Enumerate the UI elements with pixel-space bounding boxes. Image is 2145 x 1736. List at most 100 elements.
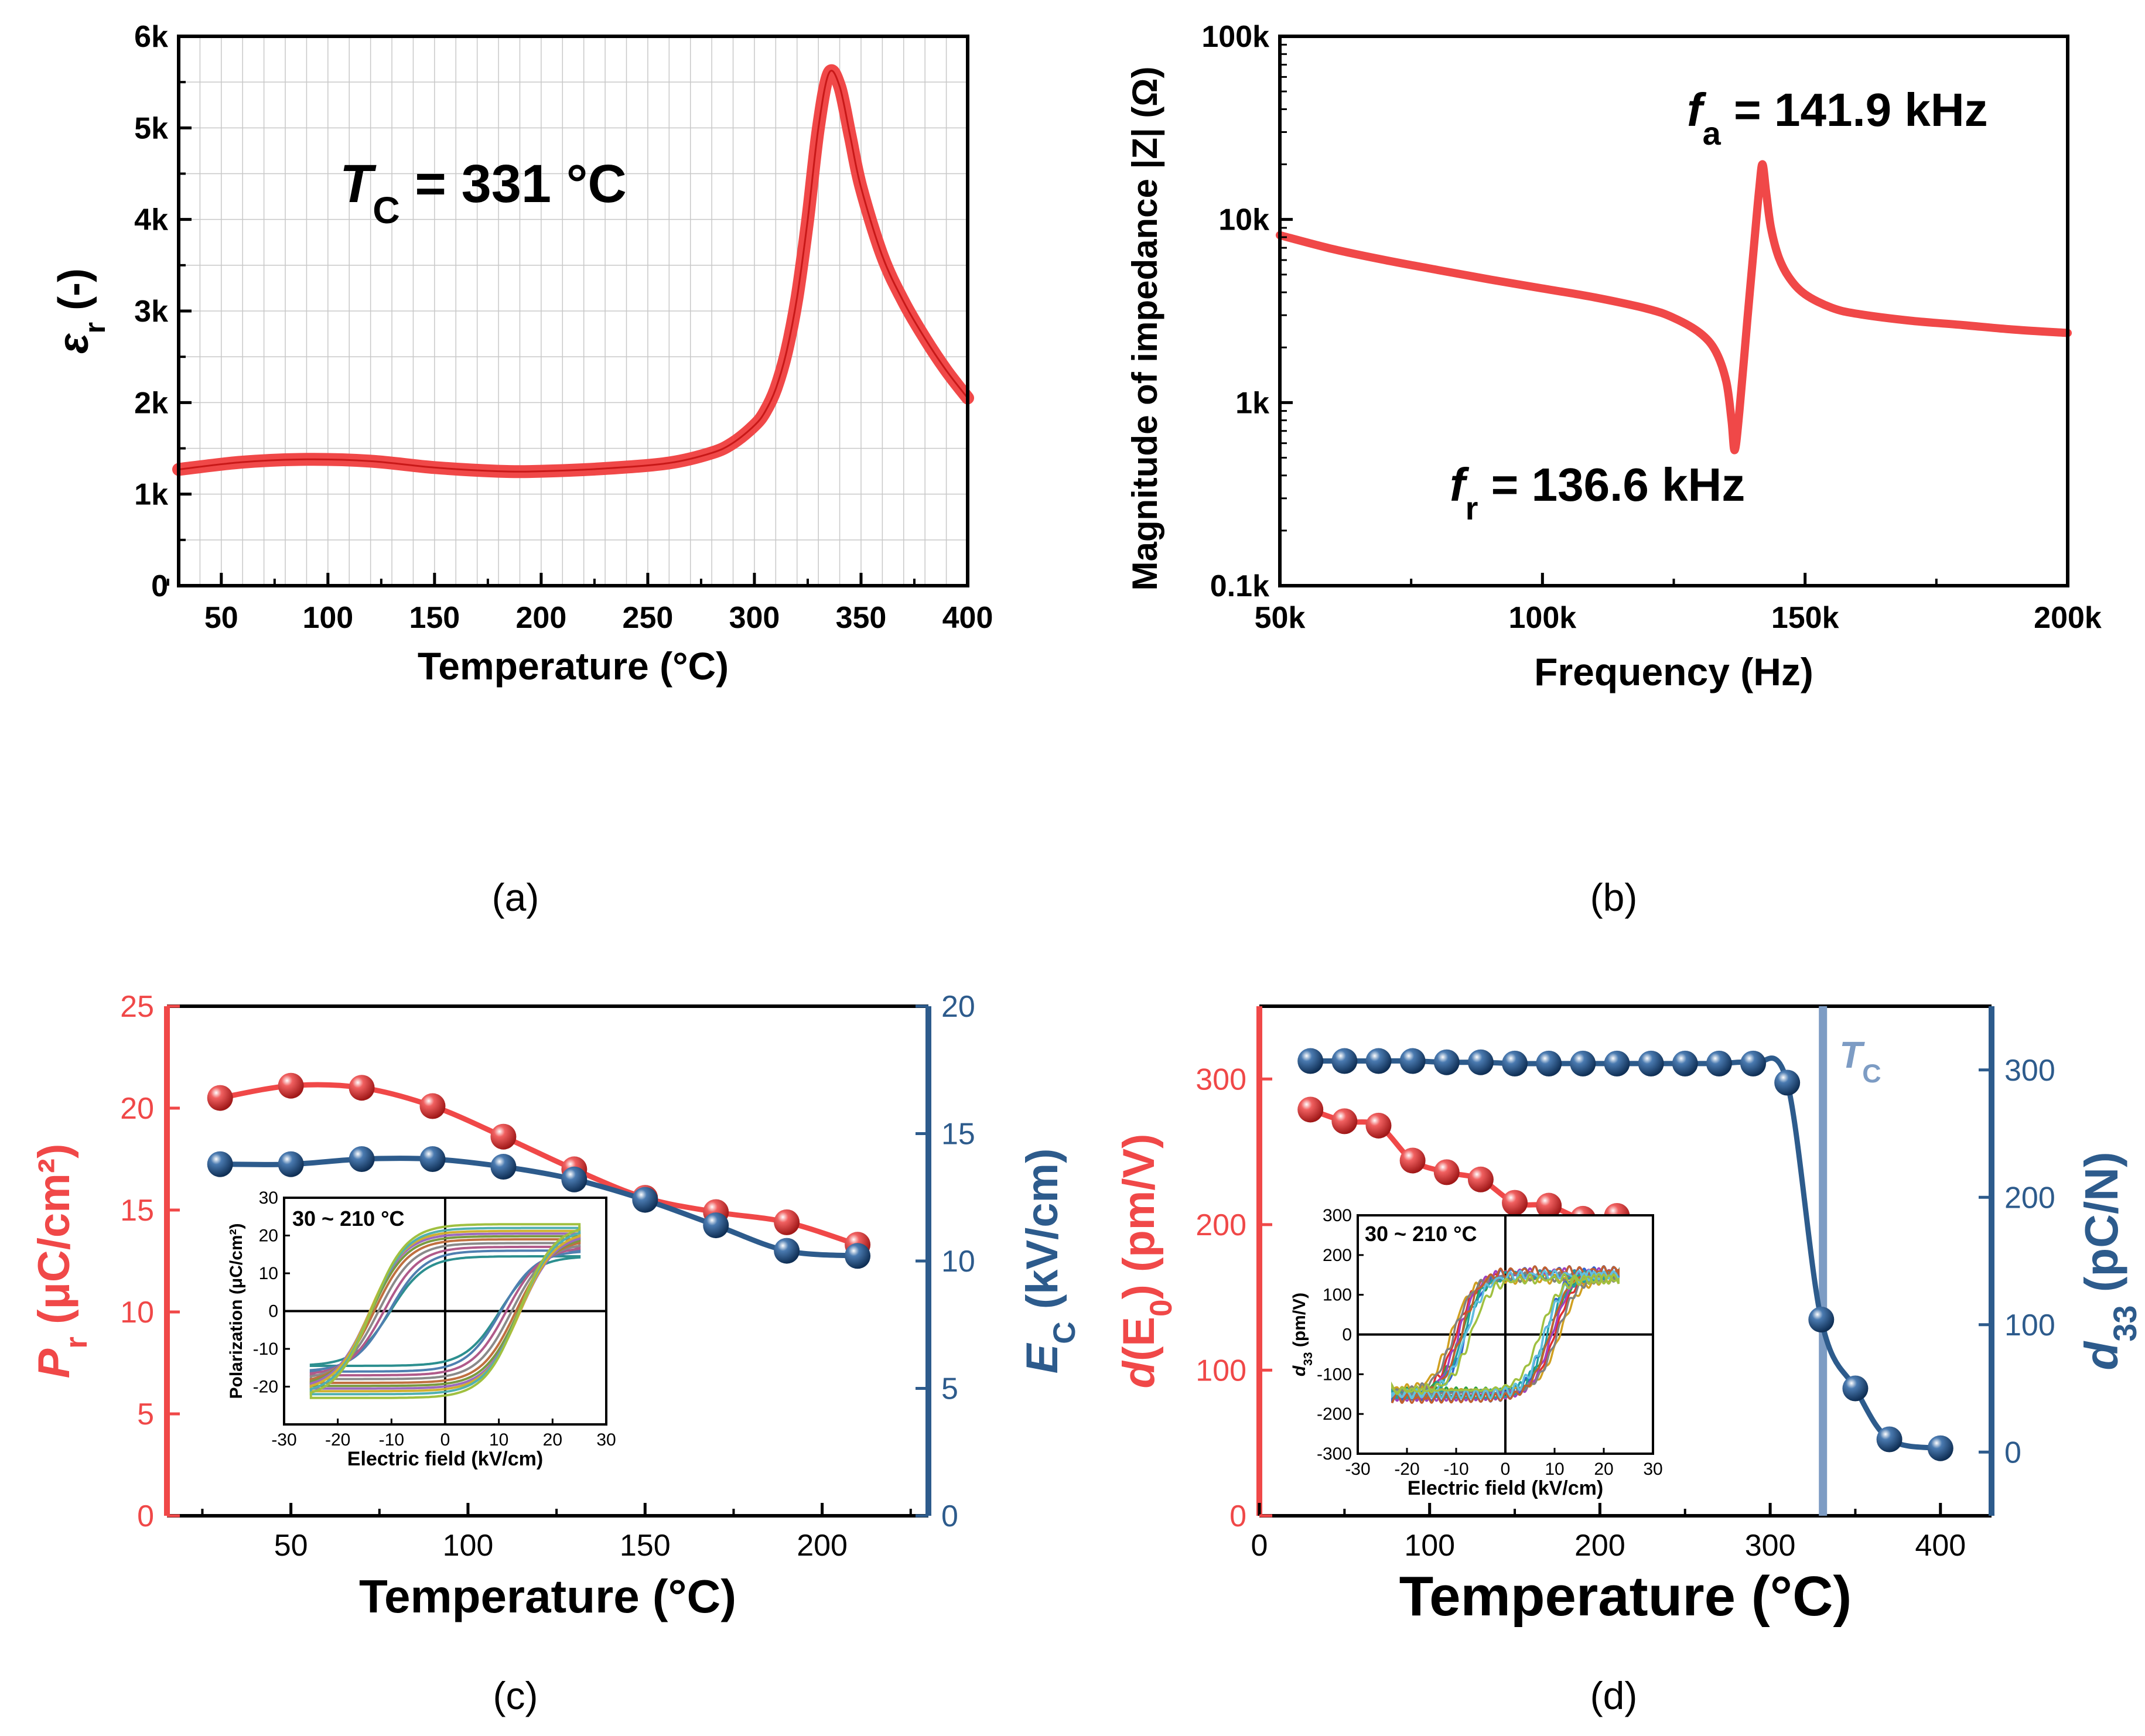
inset-x-tick-label-c: -10 xyxy=(379,1430,404,1450)
d33-point-d xyxy=(1399,1048,1426,1074)
d33-point-d xyxy=(1808,1307,1835,1333)
inset-y-tick-label-d: 200 xyxy=(1323,1246,1352,1265)
d33-point-d xyxy=(1536,1050,1562,1077)
tc-vline-label-d: TC xyxy=(1839,1034,1881,1088)
caption-d: (d) xyxy=(1590,1674,1638,1717)
d33-point-d xyxy=(1876,1426,1903,1453)
y-right-tick-label-c: 10 xyxy=(941,1245,975,1279)
y-tick-label-b: 10k xyxy=(1218,203,1269,237)
caption-b: (b) xyxy=(1590,876,1638,919)
Ec-point-c xyxy=(774,1238,800,1264)
panel-b: 50k 100k 150k 200k 0.1k 1k 10k 100k Frequency (H… xyxy=(1125,20,2102,693)
y-right-tick-label-d: 100 xyxy=(2004,1308,2055,1342)
impedance-curve xyxy=(1276,160,2072,454)
y-right-tick-label-d: 300 xyxy=(2004,1054,2055,1088)
d33-point-d xyxy=(1740,1050,1767,1077)
y-left-tick-label-d: 100 xyxy=(1196,1354,1246,1388)
inset-x-tick-label-c: 30 xyxy=(596,1430,616,1450)
Ec-point-c xyxy=(561,1166,588,1192)
inset-y-tick-label-c: 20 xyxy=(259,1226,278,1246)
epsilon-r-curve-core xyxy=(178,70,969,473)
inset-x-tick-label-d: -20 xyxy=(1394,1460,1419,1479)
Ec-point-c xyxy=(419,1146,446,1172)
y-tick-label-a: 6k xyxy=(134,20,168,54)
inset-x-label-c: Electric field (kV/cm) xyxy=(347,1448,543,1470)
pe-loop-c xyxy=(309,1255,581,1367)
x-tick-label-a: 100 xyxy=(302,601,353,635)
x-tick-label-b: 150k xyxy=(1771,601,1839,635)
Pr-point-c xyxy=(419,1093,446,1119)
Ec-point-c xyxy=(207,1151,233,1177)
y-left-tick-label-d: 300 xyxy=(1196,1062,1246,1096)
x-tick-label-a: 400 xyxy=(942,601,993,635)
d33-point-d xyxy=(1502,1050,1528,1077)
inset-y-tick-label-c: -20 xyxy=(253,1378,278,1397)
d(E0)-point-d xyxy=(1502,1190,1528,1216)
d33-point-d xyxy=(1638,1050,1664,1077)
d33-point-d xyxy=(1297,1048,1324,1074)
x-tick-label-d: 100 xyxy=(1404,1529,1455,1563)
y-left-tick-label-c: 15 xyxy=(120,1194,154,1228)
x-axis-label-b: Frequency (Hz) xyxy=(1534,650,1813,693)
Pr-point-c xyxy=(774,1209,800,1235)
d(E0)-line-d xyxy=(1309,1107,1618,1222)
x-tick-label-a: 150 xyxy=(409,601,460,635)
y-axis-label-a: εr (-) xyxy=(50,268,111,354)
d33-point-d xyxy=(1706,1050,1732,1077)
d33-point-d xyxy=(1467,1049,1494,1075)
x-tick-label-c: 100 xyxy=(443,1529,494,1563)
d33-loop-d xyxy=(1391,1273,1620,1395)
y-left-tick-label-c: 10 xyxy=(120,1296,154,1330)
inset-x-tick-label-d: -30 xyxy=(1345,1460,1370,1479)
y-left-label-c: Pr (μC/cm²) xyxy=(29,1144,94,1379)
inset-y-label-c: Polarization (μC/cm²) xyxy=(227,1223,246,1399)
panel-d: TC0 100 200 300 40001002003000100200300Tempe… xyxy=(1114,1004,2143,1628)
y-right-tick-label-d: 0 xyxy=(2004,1436,2021,1470)
inset-y-tick-label-d: -300 xyxy=(1317,1444,1352,1464)
Pr-point-c xyxy=(490,1123,517,1150)
x-axis-label-d: Temperature (°C) xyxy=(1399,1565,1852,1628)
Pr-point-c xyxy=(207,1085,233,1111)
inset-y-tick-label-c: 10 xyxy=(259,1264,278,1283)
fa-annotation: fa = 141.9 kHz xyxy=(1687,84,1988,152)
y-right-tick-label-d: 200 xyxy=(2004,1181,2055,1215)
x-tick-label-a: 350 xyxy=(836,601,887,635)
x-tick-label-d: 0 xyxy=(1251,1529,1268,1563)
x-tick-label-b: 100k xyxy=(1508,601,1576,635)
d33-point-d xyxy=(1365,1048,1392,1074)
inset-x-tick-label-c: 20 xyxy=(543,1430,562,1450)
d(E0)-point-d xyxy=(1331,1108,1358,1134)
y-right-tick-label-c: 20 xyxy=(941,990,975,1024)
inset-y-label-d: d33 (pm/V) xyxy=(1290,1293,1315,1376)
Ec-point-c xyxy=(632,1187,658,1213)
panel-c: 50 100 150 200051015202505101520Temperature… xyxy=(29,990,1082,1622)
y-right-label-d: d33 (pC/N) xyxy=(2075,1151,2143,1370)
Pr-point-c xyxy=(349,1075,375,1101)
Ec-point-c xyxy=(703,1212,729,1239)
x-tick-label-a: 50 xyxy=(204,601,238,635)
Ec-point-c xyxy=(845,1243,871,1269)
tc-annotation-a: TC = 331 °C xyxy=(340,154,627,231)
inset-x-tick-label-c: -20 xyxy=(325,1430,350,1450)
inset-x-label-d: Electric field (kV/cm) xyxy=(1408,1477,1603,1499)
y-left-tick-label-c: 5 xyxy=(137,1397,154,1431)
inset-y-tick-label-c: 0 xyxy=(268,1302,278,1321)
d33-point-d xyxy=(1927,1435,1953,1461)
y-left-label-d: d(E0) (pm/V) xyxy=(1114,1134,1179,1389)
inset-x-tick-label-d: 20 xyxy=(1594,1460,1613,1479)
y-tick-label-a: 0 xyxy=(151,569,168,603)
inset-y-tick-label-c: 30 xyxy=(259,1188,278,1208)
inset-d: -30 -20 -10 0 10 20 30-300-200-1000100200300El… xyxy=(1290,1206,1663,1499)
y-tick-label-a: 4k xyxy=(134,203,168,237)
inset-c: -30 -20 -10 0 10 20 30 -20 -10 0 10 20 30 Electric fi… xyxy=(227,1188,616,1470)
x-tick-label-a: 250 xyxy=(623,601,674,635)
d33-point-d xyxy=(1774,1069,1801,1096)
y-right-label-c: EC (kV/cm) xyxy=(1017,1149,1082,1374)
inset-x-tick-label-d: 10 xyxy=(1545,1460,1564,1479)
panel-a: 50 100 150 200 250 300 350 400 0 1k 2k 3k 4k 5k 6k Temp… xyxy=(50,20,993,688)
caption-c: (c) xyxy=(493,1674,538,1717)
x-tick-label-b: 50k xyxy=(1255,601,1306,635)
x-tick-label-c: 200 xyxy=(797,1529,848,1563)
Ec-point-c xyxy=(490,1154,517,1180)
